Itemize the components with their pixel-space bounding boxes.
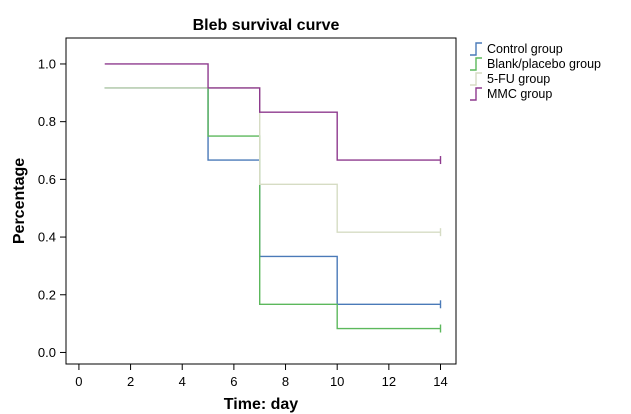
x-tick-label: 2 [127,374,134,389]
legend-swatch [470,87,482,101]
legend-swatch [470,72,482,86]
y-tick-label: 0.8 [38,114,56,129]
x-axis: 0 2 4 6 8 10 12 14 [75,364,448,389]
x-tick-label: 6 [230,374,237,389]
legend-swatch [470,42,482,56]
x-tick-label: 8 [282,374,289,389]
y-tick-label: 0.6 [38,172,56,187]
x-tick-label: 0 [75,374,82,389]
plot-frame [65,37,457,365]
legend-label: MMC group [487,87,552,101]
chart-title: Bleb survival curve [193,17,340,34]
y-axis: 0.0 0.2 0.4 0.6 0.8 1.0 [38,56,66,360]
legend-label: 5-FU group [487,72,550,86]
y-axis-label: Percentage [11,158,28,244]
legend-label: Control group [487,42,563,56]
y-tick-label: 0.4 [38,230,56,245]
x-tick-label: 10 [330,374,344,389]
series-layer [104,63,442,333]
y-tick-label: 0.0 [38,345,56,360]
x-tick-label: 14 [433,374,447,389]
x-tick-label: 4 [179,374,186,389]
y-tick-label: 0.2 [38,287,56,302]
series-line [104,87,441,330]
legend-swatch [470,57,482,71]
x-axis-label: Time: day [224,396,299,413]
y-tick-label: 1.0 [38,56,56,71]
legend-label: Blank/placebo group [487,57,601,71]
series-line [104,63,441,161]
series-line [104,87,441,305]
x-tick-label: 12 [382,374,396,389]
